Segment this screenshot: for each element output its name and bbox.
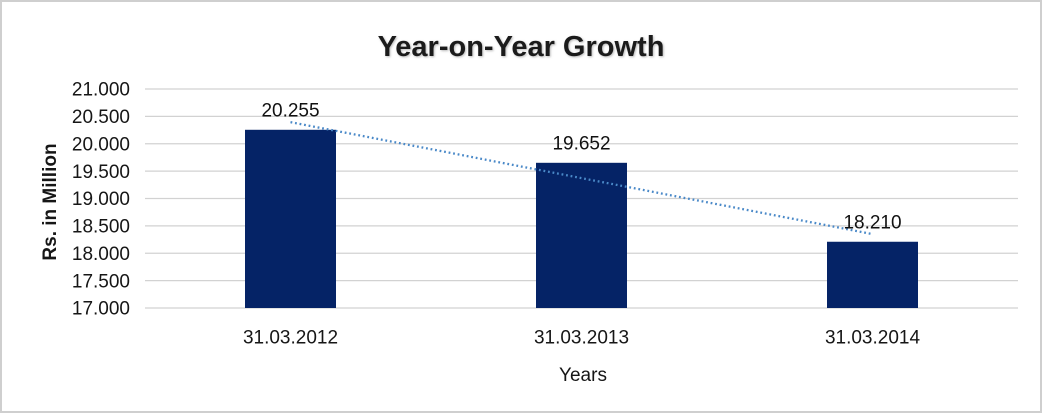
y-tick-label: 20.000 xyxy=(72,134,130,155)
y-tick-label: 19.500 xyxy=(72,162,130,183)
y-tick-label: 20.500 xyxy=(72,107,130,128)
bar xyxy=(827,241,918,308)
data-label: 20.255 xyxy=(261,100,319,121)
y-tick-label: 17.000 xyxy=(72,299,130,320)
y-tick-label: 19.000 xyxy=(72,189,130,210)
y-tick-label: 18.000 xyxy=(72,244,130,265)
category-label: 31.03.2013 xyxy=(534,328,629,349)
y-tick-label: 21.000 xyxy=(72,80,130,101)
chart-title: Year-on-Year Growth xyxy=(377,31,665,63)
data-label: 18.210 xyxy=(843,212,901,233)
data-label: 19.652 xyxy=(552,133,610,154)
y-tick-label: 17.500 xyxy=(72,271,130,292)
x-axis-title: Years xyxy=(559,365,607,386)
bar xyxy=(245,129,336,308)
trendline xyxy=(290,121,873,236)
category-label: 31.03.2014 xyxy=(825,328,921,349)
bar xyxy=(536,162,627,308)
y-tick-label: 18.500 xyxy=(72,217,130,238)
category-label: 31.03.2012 xyxy=(243,328,338,349)
